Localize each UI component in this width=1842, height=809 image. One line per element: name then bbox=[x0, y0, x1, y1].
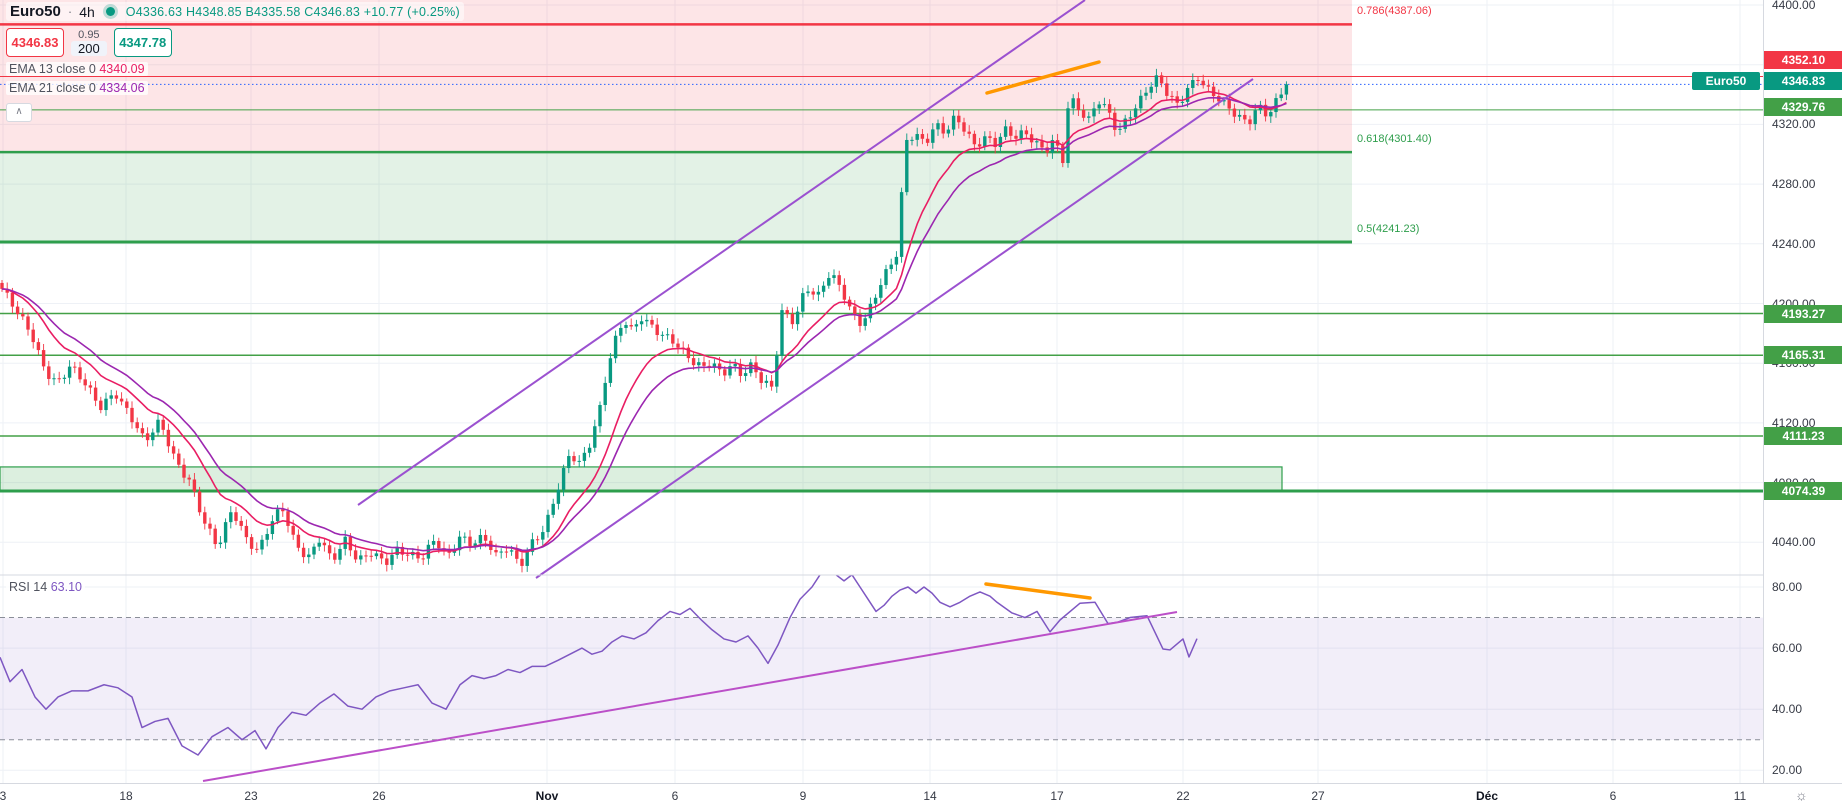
rsi-tick-label: 20.00 bbox=[1772, 763, 1803, 778]
quantity-field[interactable]: 200 bbox=[71, 41, 107, 56]
price-badge: 4111.23 bbox=[1764, 426, 1842, 445]
price-badge: 4074.39 bbox=[1764, 481, 1842, 500]
symbol-row: Euro50 · 4h O4336.63 H4348.85 B4335.58 C… bbox=[6, 2, 464, 21]
ema13-line bbox=[1, 90, 1287, 556]
ema13-label: EMA 13 close 0 bbox=[9, 62, 96, 76]
price-tick-label: 4280.00 bbox=[1772, 177, 1816, 192]
market-status-icon[interactable] bbox=[105, 7, 115, 16]
price-badge: 4346.83 bbox=[1764, 72, 1842, 91]
fib-zone-green bbox=[0, 152, 1352, 242]
rsi-indicator bbox=[0, 575, 1198, 782]
time-tick-label[interactable]: 6 bbox=[1609, 789, 1617, 803]
time-tick-label[interactable]: 11 bbox=[1733, 789, 1747, 803]
rsi-value: 63.10 bbox=[50, 580, 82, 594]
price-tick-label: 4040.00 bbox=[1772, 535, 1816, 550]
time-tick-label[interactable]: Nov bbox=[535, 789, 559, 803]
price-axis[interactable]: 4400.004320.004280.004240.004200.004160.… bbox=[1763, 0, 1842, 783]
symbol-price-tag: Euro50 bbox=[1692, 72, 1760, 91]
time-tick-label[interactable]: 3 bbox=[0, 789, 7, 803]
price-badge: 4329.76 bbox=[1764, 97, 1842, 116]
fib-level-label: 0.786(4387.06) bbox=[1357, 5, 1432, 18]
price-badge: 4165.31 bbox=[1764, 346, 1842, 365]
rsi-line bbox=[0, 575, 1198, 756]
fib-level-label: 0.5(4241.23) bbox=[1357, 222, 1420, 235]
time-tick-label[interactable]: 18 bbox=[119, 789, 133, 803]
price-badge: 4193.27 bbox=[1764, 304, 1842, 323]
time-tick-label[interactable]: 17 bbox=[1050, 789, 1064, 803]
trend-channel-line bbox=[535, 78, 1254, 579]
trade-panel: 4346.83 0.95 200 4347.78 bbox=[6, 28, 172, 57]
rsi-tick-label: 40.00 bbox=[1772, 702, 1803, 717]
orange-annotation-line bbox=[985, 60, 1101, 95]
collapse-legend-button[interactable]: ∧ bbox=[6, 103, 32, 122]
ema13-legend[interactable]: EMA 13 close 0 4340.09 bbox=[6, 62, 148, 76]
ema21-legend[interactable]: EMA 21 close 0 4334.06 bbox=[6, 81, 148, 95]
time-tick-label[interactable]: 23 bbox=[244, 789, 258, 803]
price-tick-label: 4120.00 bbox=[1772, 415, 1816, 430]
rsi-legend[interactable]: RSI 14 63.10 bbox=[6, 580, 85, 594]
ema21-value: 4334.06 bbox=[99, 81, 145, 95]
price-tick-label: 4240.00 bbox=[1772, 236, 1816, 251]
rsi-tick-label: 60.00 bbox=[1772, 641, 1803, 656]
ohlc-values: O4336.63 H4348.85 B4335.58 C4346.83 +10.… bbox=[125, 4, 460, 19]
rsi-tick-label: 80.00 bbox=[1772, 580, 1803, 594]
rsi-band bbox=[0, 617, 1763, 740]
time-tick-label[interactable]: 9 bbox=[799, 789, 807, 803]
time-axis[interactable]: 3 18 23 26 Nov 6 9 14 17 22 27 Déc 6 11 bbox=[0, 783, 1842, 809]
chart-legend: Euro50 · 4h O4336.63 H4348.85 B4335.58 C… bbox=[6, 2, 464, 122]
price-tick-label: 4320.00 bbox=[1772, 117, 1816, 132]
time-tick-label[interactable]: 14 bbox=[923, 789, 937, 803]
rsi-label: RSI 14 bbox=[9, 580, 48, 594]
price-tick-label: 4400.00 bbox=[1772, 0, 1816, 12]
spread-value: 0.95 bbox=[78, 29, 100, 41]
fib-level-label: 0.618(4301.40) bbox=[1357, 133, 1432, 146]
spread-panel: 0.95 200 bbox=[71, 29, 107, 56]
time-tick-label[interactable]: 6 bbox=[671, 789, 679, 803]
ema13-value: 4340.09 bbox=[99, 62, 145, 76]
symbol-name[interactable]: Euro50 bbox=[10, 3, 61, 20]
separator: · bbox=[67, 4, 73, 19]
gridlines bbox=[0, 0, 1763, 783]
ema21-line bbox=[1, 96, 1287, 552]
support-zone-box bbox=[0, 466, 1283, 492]
trend-channel-line bbox=[357, 0, 1086, 506]
orange-annotation-line bbox=[984, 582, 1092, 600]
axis-settings-icon[interactable]: ☼ bbox=[1795, 787, 1808, 803]
buy-button[interactable]: 4347.78 bbox=[113, 28, 172, 57]
time-tick-label[interactable]: 22 bbox=[1176, 789, 1190, 803]
time-tick-label[interactable]: 26 bbox=[372, 789, 386, 803]
price-badge: 4352.10 bbox=[1764, 51, 1842, 70]
time-tick-label[interactable]: Déc bbox=[1475, 789, 1499, 803]
ema21-label: EMA 21 close 0 bbox=[9, 81, 96, 95]
candlestick-series bbox=[0, 68, 1289, 573]
interval-selector[interactable]: 4h bbox=[79, 3, 95, 20]
sell-button[interactable]: 4346.83 bbox=[6, 28, 64, 57]
time-tick-label[interactable]: 27 bbox=[1311, 789, 1325, 803]
rsi-trendline bbox=[202, 611, 1178, 782]
